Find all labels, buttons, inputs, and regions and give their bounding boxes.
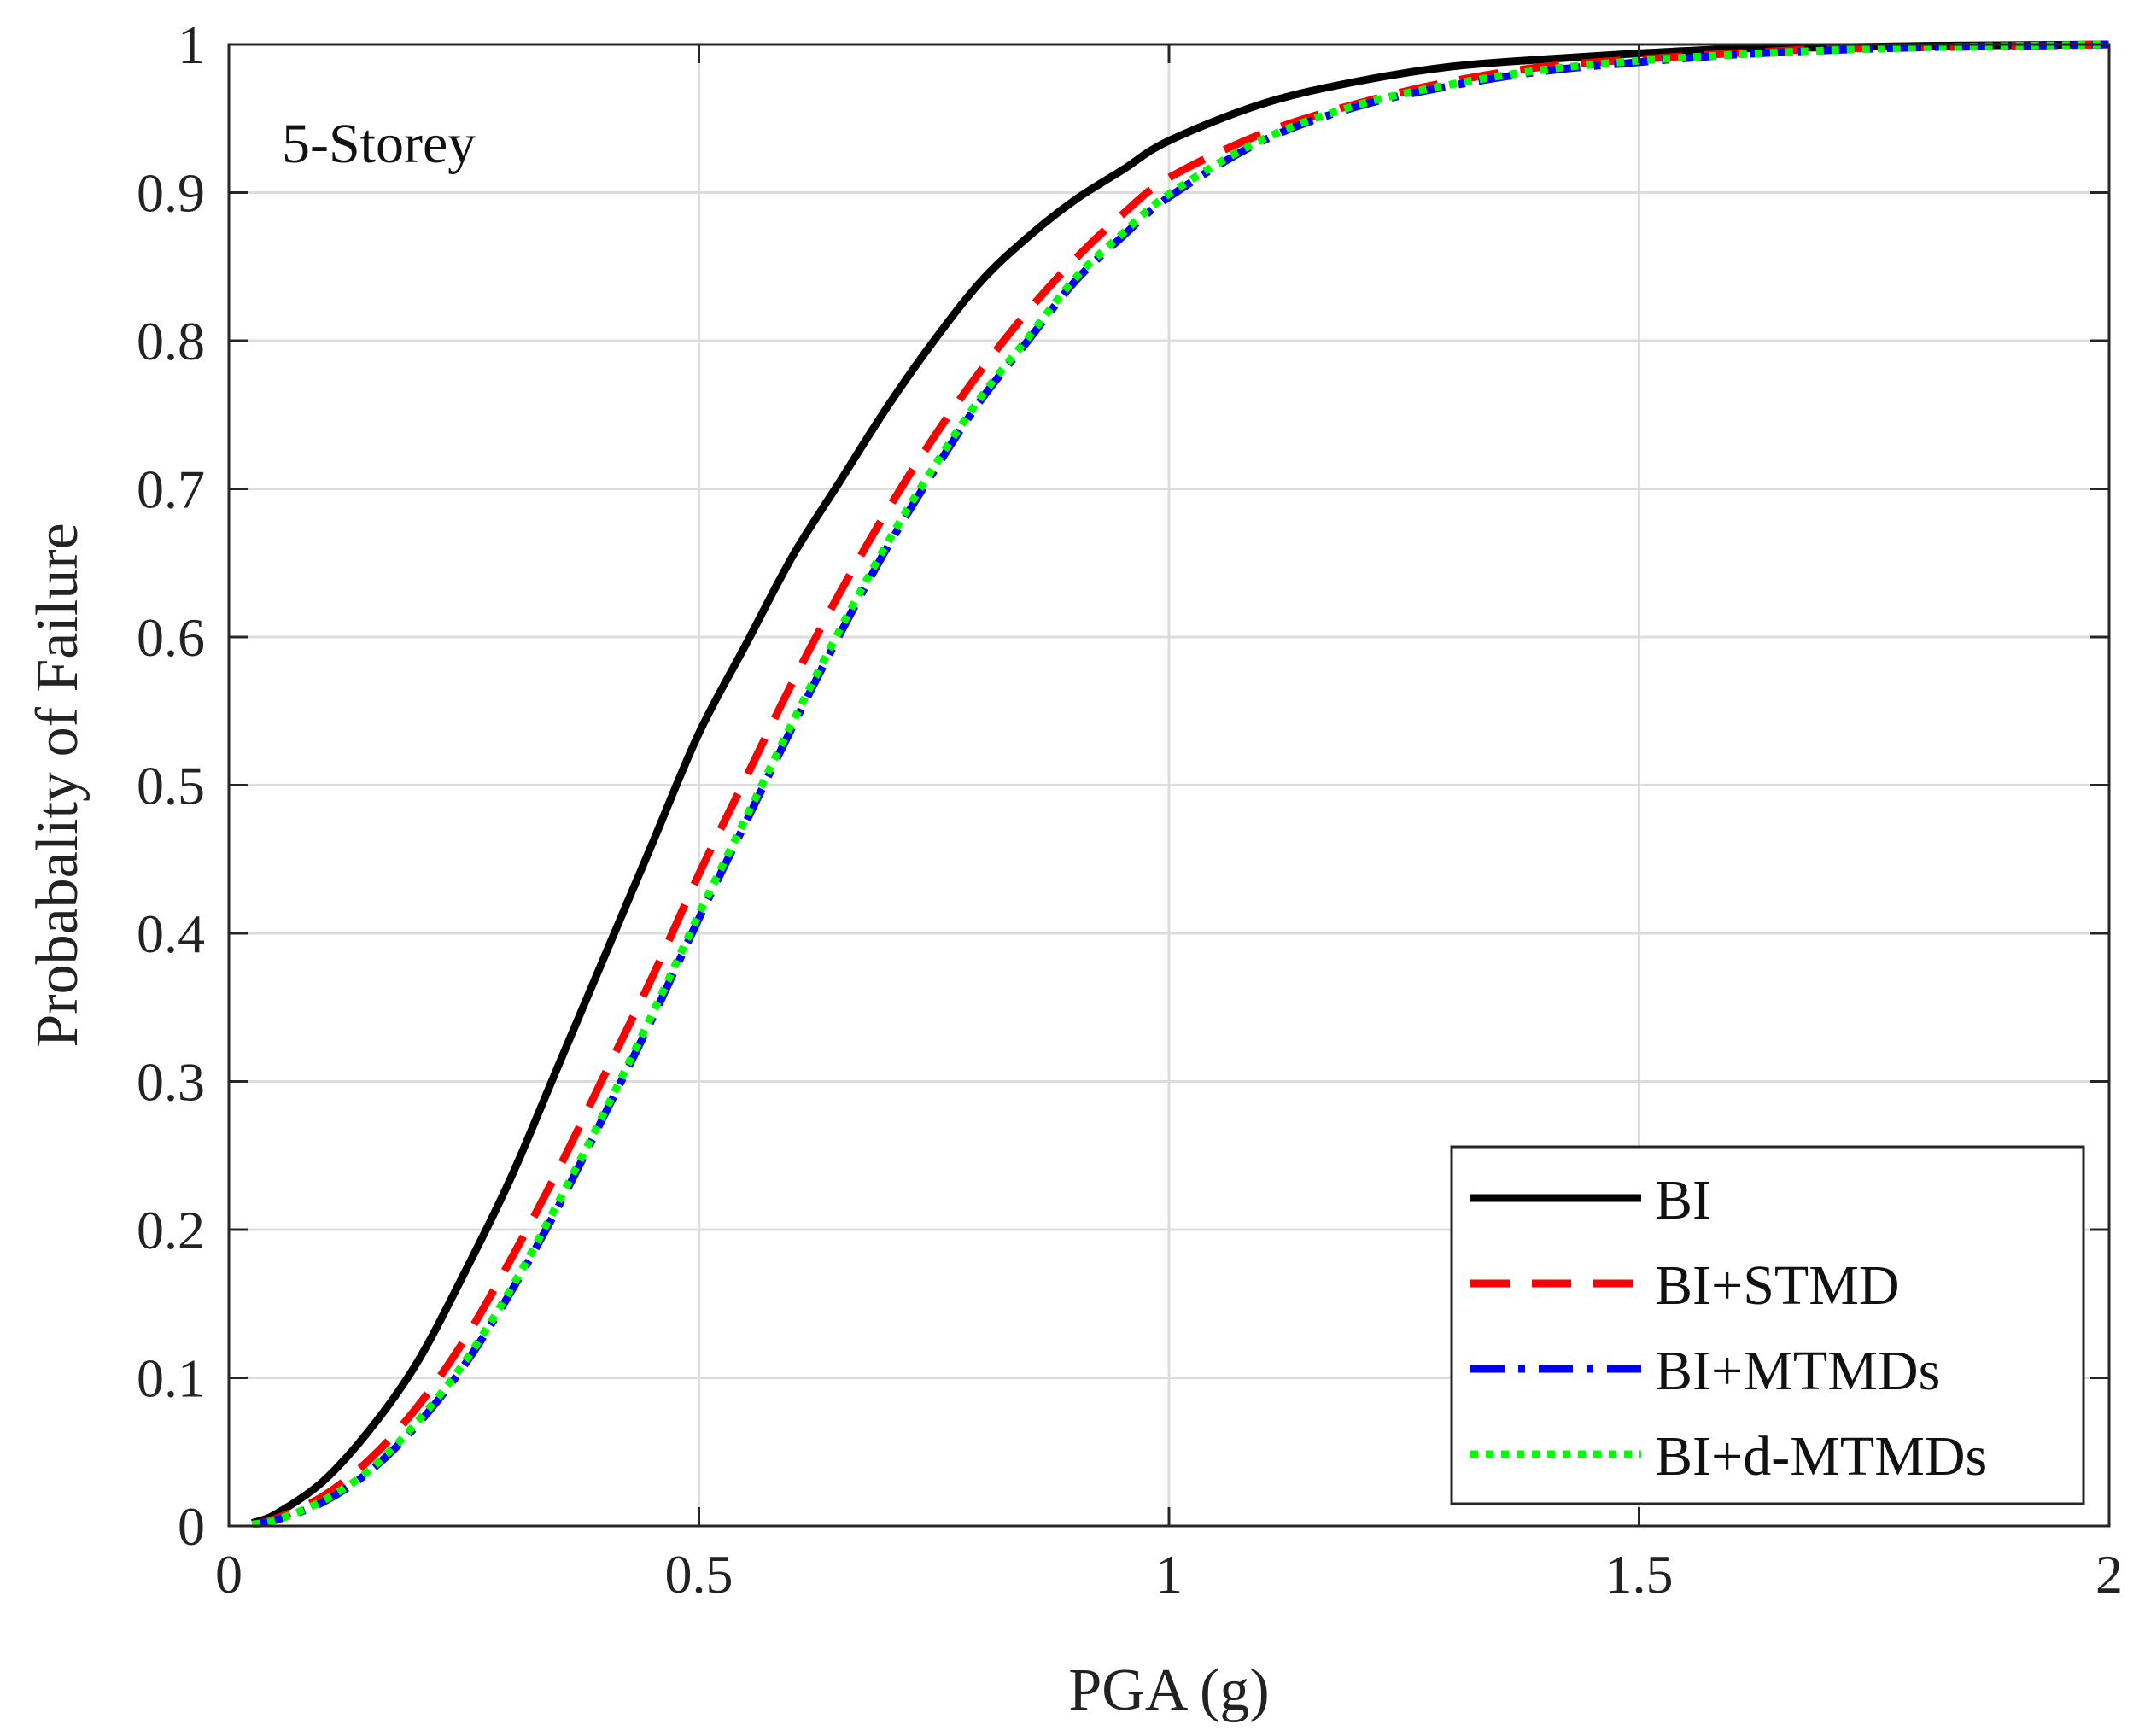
y-tick-label: 0.7: [137, 459, 205, 520]
legend-label: BI+STMD: [1655, 1254, 1900, 1317]
x-tick-label: 0: [215, 1544, 243, 1604]
y-tick-label: 0.3: [137, 1052, 205, 1113]
series-layer: [250, 40, 2110, 1528]
y-tick-label: 0.2: [137, 1200, 205, 1260]
legend-box: [1450, 1145, 2085, 1505]
y-tick-labels: 0 0.1 0.2 0.3 0.4 0.5 0.6 0.7 0.8 0.9 1: [137, 15, 205, 1557]
legend-label: BI: [1655, 1169, 1711, 1231]
y-tick-label: 0.1: [137, 1348, 205, 1409]
x-tick-labels: 0 0.5 1 1.5 2: [215, 1544, 2123, 1604]
axis-ticks: [227, 43, 2111, 1528]
y-tick-label: 0.8: [137, 311, 205, 371]
grid-lines: [229, 44, 2109, 1526]
x-axis-title: PGA (g): [1068, 1657, 1269, 1723]
y-tick-label: 1: [178, 15, 205, 75]
series-line-bi-d-mtmds: [251, 40, 2110, 1528]
y-tick-label: 0.6: [137, 607, 205, 668]
series-line-bi: [250, 40, 2110, 1527]
x-tick-label: 1.5: [1605, 1544, 1674, 1604]
legend-label: BI+d-MTMDs: [1655, 1425, 1987, 1488]
x-tick-label: 0.5: [665, 1544, 733, 1604]
y-tick-label: 0.5: [137, 756, 205, 816]
storey-annotation: 5-Storey: [282, 113, 476, 175]
y-tick-label: 0.9: [137, 163, 205, 224]
legend-label: BI+MTMDs: [1655, 1340, 1940, 1402]
legend: BI BI+STMD BI+MTMDs BI+d-MTMDs: [1450, 1145, 2085, 1505]
y-tick-label: 0: [178, 1496, 205, 1557]
y-axis-title: Probabality of Failure: [25, 523, 91, 1047]
y-tick-label: 0.4: [137, 903, 205, 964]
x-tick-label: 1: [1155, 1544, 1183, 1604]
x-tick-label: 2: [2095, 1544, 2123, 1604]
